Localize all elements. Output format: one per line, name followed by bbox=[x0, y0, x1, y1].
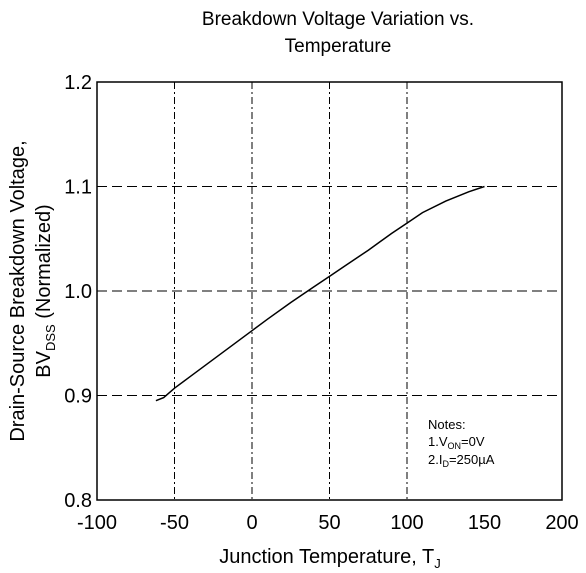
x-tick-label: -50 bbox=[160, 512, 189, 534]
y-tick-label: 0.9 bbox=[64, 386, 92, 408]
x-tick-label: 0 bbox=[246, 512, 257, 534]
chart-title-line-2: Temperature bbox=[285, 36, 392, 57]
y-tick-label: 1.1 bbox=[64, 177, 92, 199]
y-tick-label: 1.0 bbox=[64, 281, 92, 303]
y-axis-label: Drain-Source Breakdown Voltage, BVDSS (N… bbox=[7, 140, 58, 441]
y-axis-label-line-1: Drain-Source Breakdown Voltage, bbox=[7, 140, 29, 441]
notes-heading: Notes: bbox=[428, 417, 466, 432]
y-tick-label: 1.2 bbox=[64, 72, 92, 94]
x-tick-label: -100 bbox=[77, 512, 117, 534]
breakdown-voltage-curve bbox=[155, 185, 485, 402]
data-series bbox=[155, 185, 485, 402]
note-line-2: 2.ID=250µA bbox=[428, 452, 495, 469]
y-tick-label: 0.8 bbox=[64, 490, 92, 512]
grid-lines bbox=[97, 82, 562, 500]
notes-box: Notes: 1.VON=0V 2.ID=250µA bbox=[428, 417, 495, 469]
x-tick-label: 200 bbox=[545, 512, 578, 534]
y-axis-label-line-2: BVDSS (Normalized) bbox=[33, 204, 58, 377]
chart-title-line-1: Breakdown Voltage Variation vs. bbox=[202, 9, 474, 30]
plot-frame bbox=[96, 81, 563, 501]
x-tick-label: 100 bbox=[390, 512, 423, 534]
note-line-1: 1.VON=0V bbox=[428, 434, 485, 451]
x-tick-label: 50 bbox=[318, 512, 340, 534]
axis-tick-labels: -100 -50 0 50 100 150 200 0.8 0.9 1.0 1.1 1.2 bbox=[64, 72, 579, 534]
x-tick-label: 150 bbox=[468, 512, 501, 534]
x-axis-label: Junction Temperature, TJ bbox=[219, 546, 440, 571]
plot-area: -100 -50 0 50 100 150 200 0.8 0.9 1.0 1.1 1.2 bbox=[64, 72, 579, 534]
